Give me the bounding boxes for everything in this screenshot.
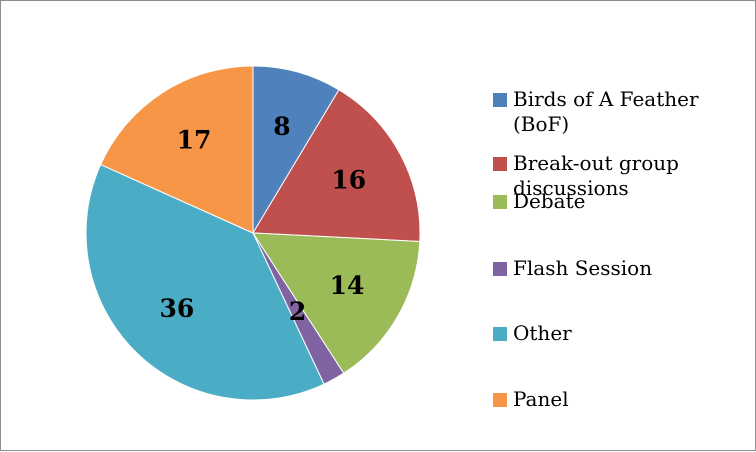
legend-swatch	[493, 262, 507, 276]
legend-item: Birds of A Feather (BoF)	[493, 87, 703, 137]
data-label: 36	[159, 294, 194, 323]
legend-swatch	[493, 157, 507, 171]
pie-slice	[252, 89, 421, 242]
legend-label: Flash Session	[513, 256, 653, 280]
data-label: 2	[289, 297, 306, 326]
legend-label: Panel	[513, 387, 569, 411]
legend-swatch	[493, 93, 507, 107]
legend-label: Birds of A Feather (BoF)	[513, 87, 699, 136]
legend-swatch	[493, 195, 507, 209]
data-label: 8	[273, 112, 290, 141]
legend-label: Debate	[513, 189, 586, 213]
data-label: 16	[331, 165, 366, 194]
pie-slice	[85, 163, 325, 401]
legend-item: Debate	[493, 189, 703, 214]
legend-label: Other	[513, 321, 572, 345]
legend-label: Break-out group discussions	[513, 151, 679, 200]
legend-item: Panel	[493, 387, 703, 412]
legend-item: Break-out group discussions	[493, 151, 703, 201]
data-label: 14	[330, 271, 365, 300]
legend-item: Other	[493, 321, 703, 346]
pie-slice	[252, 65, 340, 235]
pie-slice	[100, 65, 254, 234]
legend-item: Flash Session	[493, 256, 703, 281]
legend-swatch	[493, 327, 507, 341]
data-label: 17	[177, 125, 212, 154]
pie-slice	[252, 232, 421, 374]
legend-swatch	[493, 393, 507, 407]
